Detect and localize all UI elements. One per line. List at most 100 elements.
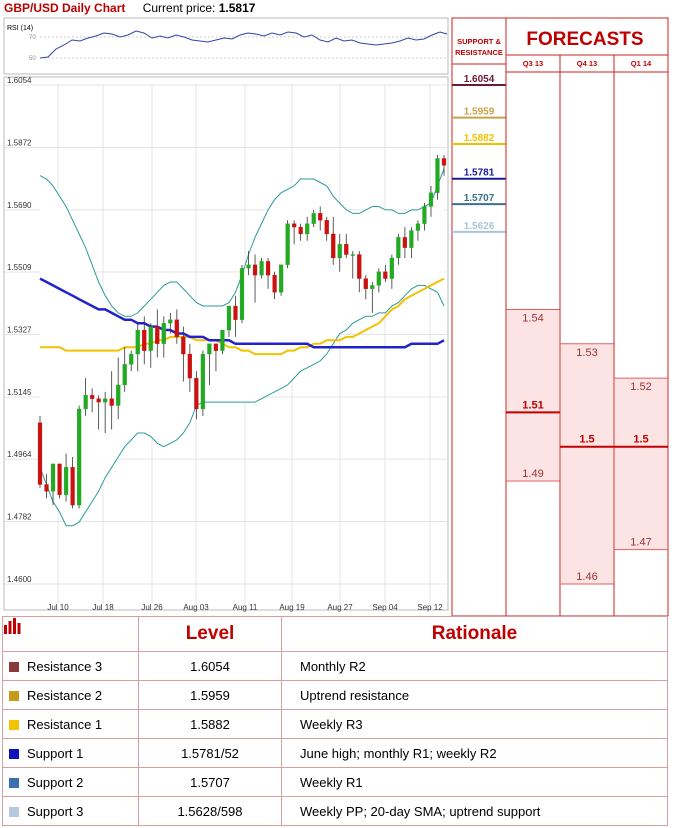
- candle-body: [76, 408, 82, 506]
- candle-body: [278, 264, 284, 293]
- candle-body: [226, 305, 232, 331]
- candle-body: [44, 484, 49, 492]
- candle-body: [435, 158, 440, 193]
- level-value: 1.6054: [138, 651, 282, 681]
- level-value: 1.5882: [138, 709, 282, 739]
- levels-table: Level Rationale Resistance 3 1.6054 Mont…: [2, 616, 668, 826]
- candle-body: [265, 261, 271, 276]
- x-tick-label: Sep 04: [372, 603, 398, 612]
- candle-body: [363, 278, 368, 290]
- sma-yellow-line: [40, 277, 445, 356]
- candle-body: [90, 395, 95, 399]
- candle-body: [389, 257, 394, 279]
- candle-body: [292, 223, 297, 228]
- candle-body: [168, 319, 173, 324]
- rsi-level-50: 50: [29, 56, 36, 62]
- rsi-line: [39, 30, 448, 59]
- forecast-col-header: Q4 13: [577, 59, 597, 68]
- forecast-range: [615, 378, 667, 550]
- x-tick-label: Jul 18: [92, 603, 114, 612]
- candle-body: [376, 271, 381, 286]
- bar-chart-icon: [3, 617, 20, 634]
- sr-bands: 1.6054 1.5959 1.5882 1.5781 1.5707 1.5626: [452, 74, 506, 233]
- y-tick-label: 1.4600: [7, 575, 32, 584]
- sma-blue-line: [39, 277, 445, 349]
- candle-body: [207, 343, 212, 355]
- level-swatch: [9, 777, 19, 788]
- candle-body: [259, 261, 264, 276]
- candle-body: [402, 237, 408, 248]
- y-tick-label: 1.5509: [7, 263, 32, 272]
- forecast-mid-label: 1.5: [633, 434, 648, 446]
- sr-band-label: 1.5626: [464, 221, 495, 232]
- level-value: 1.5781/52: [138, 738, 282, 768]
- candle-body: [109, 398, 114, 406]
- x-tick-label: Aug 03: [183, 603, 209, 612]
- level-name: Resistance 2: [27, 687, 103, 703]
- candle-body: [252, 264, 258, 276]
- candle-body: [415, 223, 421, 231]
- candle-body: [272, 274, 277, 293]
- forecast-high-label: 1.54: [522, 312, 543, 324]
- candle-body: [96, 398, 101, 403]
- forecast-low-label: 1.46: [576, 571, 597, 583]
- candle-body: [181, 336, 186, 355]
- forecast-mid-label: 1.5: [579, 434, 594, 446]
- table-row: Resistance 2 1.5959 Uptrend resistance: [2, 680, 668, 710]
- table-row: Support 1 1.5781/52 June high; monthly R…: [2, 738, 668, 768]
- candle-body: [50, 463, 56, 492]
- level-rationale: June high; monthly R1; weekly R2: [281, 738, 668, 768]
- candle-body: [220, 329, 225, 351]
- candle-body: [37, 422, 43, 485]
- table-row: Support 2 1.5707 Weekly R1: [2, 767, 668, 797]
- y-tick-label: 1.6054: [7, 76, 32, 85]
- x-tick-label: Aug 11: [233, 603, 258, 612]
- level-rationale: Weekly R3: [281, 709, 668, 739]
- forecast-col-header: Q3 13: [523, 59, 543, 68]
- level-value: 1.5959: [138, 680, 282, 710]
- candle-body: [187, 353, 192, 379]
- candle-body: [311, 213, 316, 224]
- forecast-high-label: 1.53: [576, 347, 597, 359]
- sr-band-label: 1.5781: [464, 168, 495, 179]
- candle-body: [129, 353, 134, 365]
- level-swatch: [9, 806, 19, 817]
- table-row: Resistance 1 1.5882 Weekly R3: [2, 709, 668, 739]
- candle-body: [409, 230, 414, 248]
- candle-body: [350, 254, 355, 256]
- bollinger-area: [40, 168, 444, 526]
- candle-body: [161, 323, 166, 344]
- level-rationale: Monthly R2: [281, 651, 668, 681]
- candle-body: [285, 223, 290, 265]
- level-rationale: Uptrend resistance: [281, 680, 668, 710]
- level-name: Resistance 3: [27, 658, 103, 674]
- forecast-col-header: Q1 14: [631, 59, 652, 68]
- header-rationale: Rationale: [281, 616, 668, 652]
- candle-body: [57, 463, 62, 495]
- sr-band-label: 1.6054: [464, 74, 495, 85]
- level-swatch: [9, 690, 19, 701]
- x-tick-label: Aug 27: [327, 603, 353, 612]
- candle-body: [357, 254, 362, 279]
- level-swatch: [9, 719, 19, 730]
- candle-body: [148, 326, 153, 351]
- forecast-title: FORECASTS: [526, 29, 643, 50]
- candle-body: [103, 398, 108, 403]
- candles: [37, 155, 447, 509]
- candle-body: [142, 329, 147, 351]
- candle-body: [422, 206, 427, 224]
- x-tick-label: Jul 10: [47, 603, 69, 612]
- current-price-value: 1.5817: [218, 1, 256, 15]
- sr-label-line1: SUPPORT &: [457, 37, 501, 46]
- y-tick-label: 1.5145: [7, 388, 32, 397]
- current-price-label: Current price:: [142, 1, 216, 15]
- forecast-range: [561, 343, 613, 584]
- candle-body: [324, 220, 329, 235]
- candle-body: [135, 329, 140, 355]
- candle-body: [122, 364, 127, 386]
- levels-table-header: Level Rationale: [2, 616, 668, 652]
- forecast-range: [507, 309, 559, 482]
- candle-body: [63, 467, 69, 495]
- level-value: 1.5707: [138, 767, 282, 797]
- candle-body: [441, 158, 447, 166]
